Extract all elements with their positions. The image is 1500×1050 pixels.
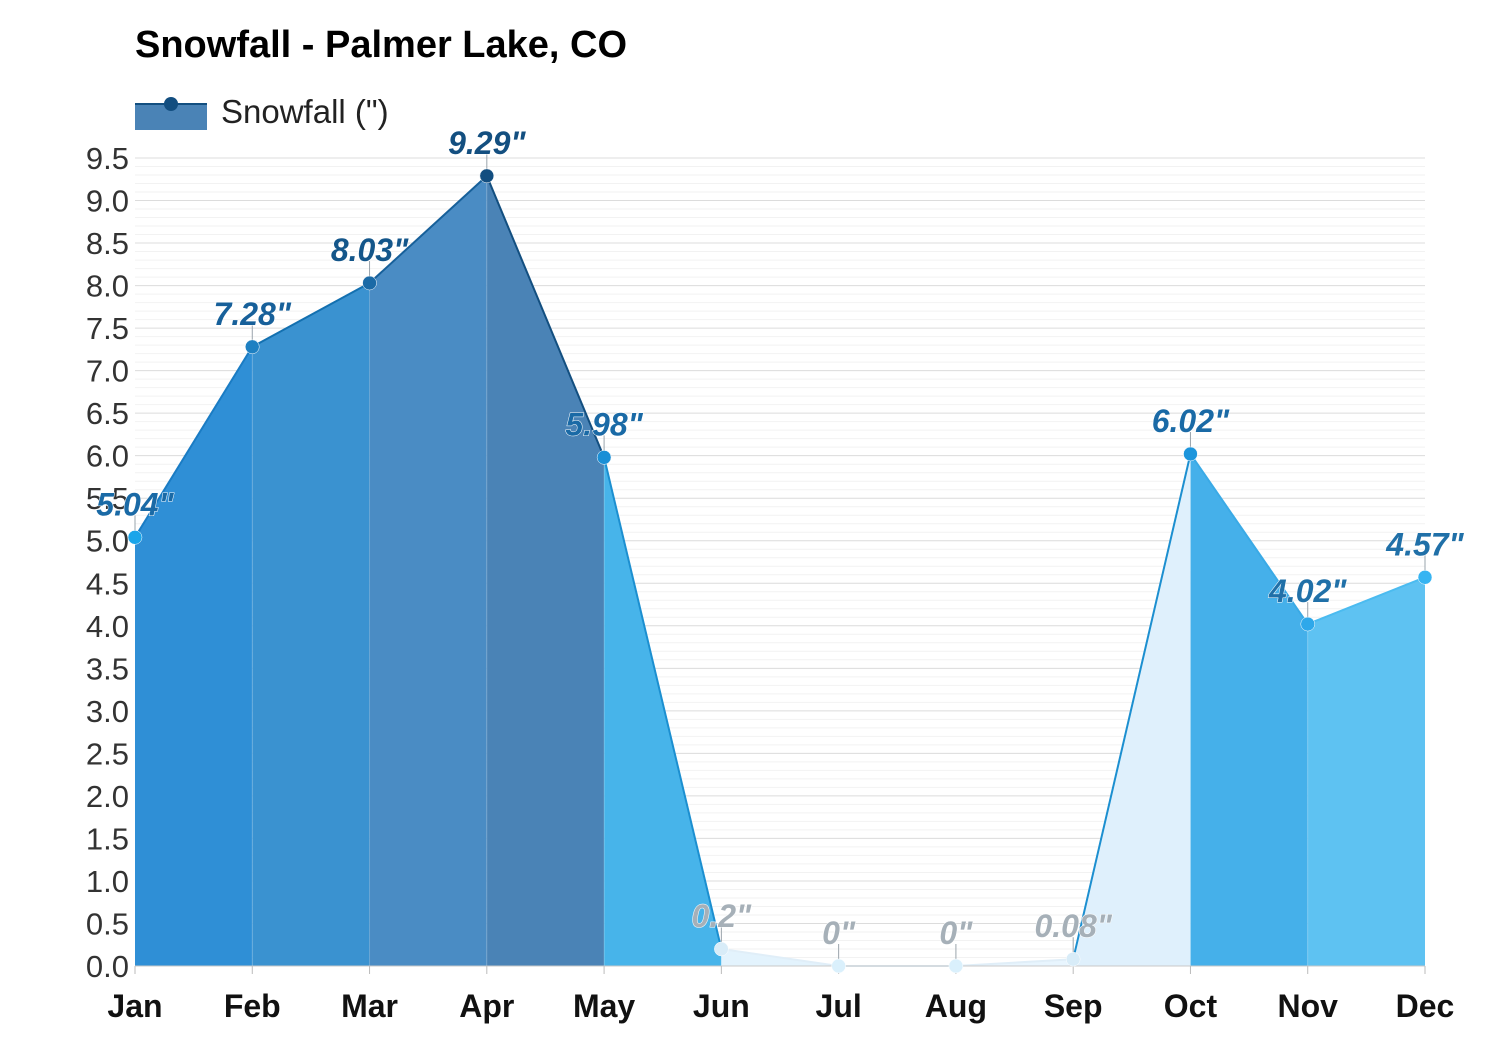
area-segment	[252, 283, 370, 967]
data-point	[245, 339, 260, 355]
area-segment	[486, 175, 605, 966]
data-point	[1300, 616, 1315, 632]
series-line	[134, 346, 254, 538]
legend-swatch	[135, 92, 207, 132]
data-label: 0.2"	[692, 898, 752, 934]
data-label: 0"	[939, 915, 973, 951]
y-tick-label: 5.0	[86, 524, 129, 559]
y-tick-label: 8.0	[86, 269, 129, 304]
y-tick-label: 7.5	[86, 311, 129, 346]
x-tick-label: Oct	[1164, 988, 1218, 1024]
series-line	[1307, 576, 1426, 626]
data-point	[948, 958, 964, 974]
y-tick-label: 9.0	[86, 184, 129, 219]
x-tick-label: Jul	[816, 988, 862, 1024]
y-tick-label: 9.5	[86, 141, 129, 176]
legend-label: Snowfall (")	[221, 93, 389, 130]
y-tick-label: 1.0	[86, 864, 129, 899]
x-tick-label: Dec	[1396, 988, 1455, 1024]
y-tick-label: 5.5	[86, 481, 129, 516]
data-label: 9.29"	[448, 125, 526, 161]
series-line	[368, 175, 488, 284]
area-segment	[1307, 577, 1425, 966]
series-line	[1189, 453, 1309, 625]
x-tick-label: May	[573, 988, 635, 1024]
x-tick-label: Jan	[107, 988, 162, 1024]
y-tick-label: 6.5	[86, 396, 129, 431]
data-label: 6.02"	[1152, 403, 1230, 439]
data-point	[362, 275, 377, 291]
chart-title: Snowfall - Palmer Lake, CO	[135, 24, 628, 66]
series-line	[955, 958, 1074, 967]
series-line	[251, 282, 371, 348]
series-line	[1072, 453, 1192, 960]
y-tick-label: 3.5	[86, 651, 129, 686]
data-point	[1065, 951, 1081, 967]
x-tick-label: Aug	[925, 988, 987, 1024]
data-label: 8.03"	[331, 232, 409, 268]
data-label: 0"	[822, 915, 856, 951]
data-point	[479, 168, 495, 184]
x-tick-label: Mar	[341, 988, 398, 1024]
data-point	[1183, 446, 1198, 462]
data-point	[127, 530, 143, 545]
y-tick-label: 0.5	[86, 906, 129, 941]
data-label: 7.28"	[214, 296, 292, 332]
y-tick-label: 2.5	[86, 736, 129, 771]
series-line	[721, 947, 839, 967]
y-tick-label: 6.0	[86, 439, 129, 474]
data-label: 0.08"	[1034, 908, 1112, 944]
x-tick-label: Apr	[459, 988, 514, 1024]
data-label: 5.98"	[565, 406, 643, 442]
x-tick-label: Sep	[1044, 988, 1103, 1024]
area-segment	[1190, 453, 1308, 966]
data-point	[714, 941, 729, 957]
y-tick-label: 8.5	[86, 226, 129, 261]
data-label: 5.04"	[96, 486, 174, 522]
area-segment	[135, 346, 253, 966]
y-tick-label: 3.0	[86, 694, 129, 729]
series-line	[603, 457, 723, 950]
data-label: 4.02"	[1268, 573, 1347, 609]
y-tick-label: 7.0	[86, 354, 129, 389]
data-label: 4.57"	[1385, 526, 1464, 562]
y-tick-label: 0.0	[86, 949, 129, 984]
data-point	[596, 450, 612, 465]
y-tick-label: 1.5	[86, 821, 129, 856]
series-line	[485, 175, 606, 458]
x-tick-label: Feb	[224, 988, 281, 1024]
area-segment	[369, 175, 487, 966]
x-tick-label: Nov	[1278, 988, 1339, 1024]
data-point	[1417, 570, 1433, 585]
y-tick-label: 4.0	[86, 609, 129, 644]
y-tick-label: 4.5	[86, 566, 129, 601]
legend[interactable]: Snowfall (")	[135, 92, 389, 132]
data-point	[831, 958, 846, 974]
y-tick-label: 2.0	[86, 779, 129, 814]
x-tick-label: Jun	[693, 988, 750, 1024]
